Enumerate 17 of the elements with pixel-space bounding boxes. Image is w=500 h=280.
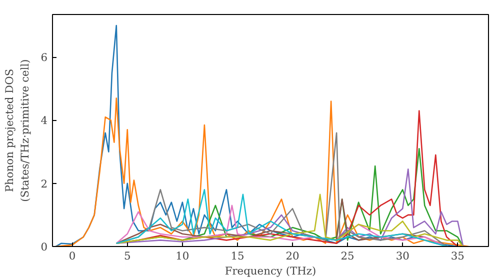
x-tick-label: 15 — [230, 250, 244, 262]
x-tick-label: 25 — [340, 250, 354, 262]
line-series — [116, 168, 464, 246]
y-tick-label: 6 — [40, 51, 48, 64]
x-tick-label: 5 — [124, 250, 131, 262]
line-series — [55, 97, 470, 246]
x-tick-label: 20 — [286, 250, 300, 262]
line-series — [55, 24, 458, 246]
x-tick-label: 0 — [68, 250, 76, 262]
x-axis-title: Frequency (THz) — [224, 264, 316, 278]
y-axis-title: Phonon projected DOS (States/THz·primitive cell) — [3, 59, 32, 202]
x-tick-label: 35 — [450, 250, 464, 262]
y-tick-label: 0 — [40, 240, 48, 254]
x-tick-label: 30 — [396, 250, 410, 262]
y-tick-label: 4 — [40, 114, 48, 128]
y-tick-label: 2 — [40, 177, 48, 190]
x-tick-label: 10 — [176, 250, 190, 262]
